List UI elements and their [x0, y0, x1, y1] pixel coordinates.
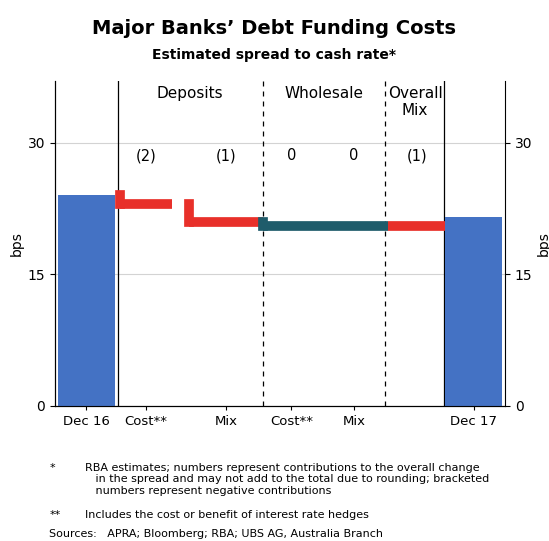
Text: (2): (2): [136, 148, 156, 163]
Bar: [58, 195, 115, 406]
Text: Major Banks’ Debt Funding Costs: Major Banks’ Debt Funding Costs: [92, 19, 457, 38]
Text: Includes the cost or benefit of interest rate hedges: Includes the cost or benefit of interest…: [85, 510, 369, 519]
Text: Deposits: Deposits: [156, 85, 223, 101]
Text: Wholesale: Wholesale: [285, 85, 364, 101]
Text: (1): (1): [406, 148, 427, 163]
Text: RBA estimates; numbers represent contributions to the overall change
   in the s: RBA estimates; numbers represent contrib…: [85, 463, 489, 496]
Text: 0: 0: [287, 148, 296, 163]
Text: Sources:   APRA; Bloomberg; RBA; UBS AG, Australia Branch: Sources: APRA; Bloomberg; RBA; UBS AG, A…: [49, 529, 383, 539]
Text: Estimated spread to cash rate*: Estimated spread to cash rate*: [153, 48, 396, 62]
Y-axis label: bps: bps: [536, 231, 549, 256]
Text: 0: 0: [349, 148, 358, 163]
Text: Overall
Mix: Overall Mix: [388, 85, 442, 118]
Bar: [445, 217, 502, 406]
Text: **: **: [49, 510, 60, 519]
Text: (1): (1): [216, 148, 236, 163]
Text: *: *: [49, 463, 55, 472]
Y-axis label: bps: bps: [9, 231, 24, 256]
